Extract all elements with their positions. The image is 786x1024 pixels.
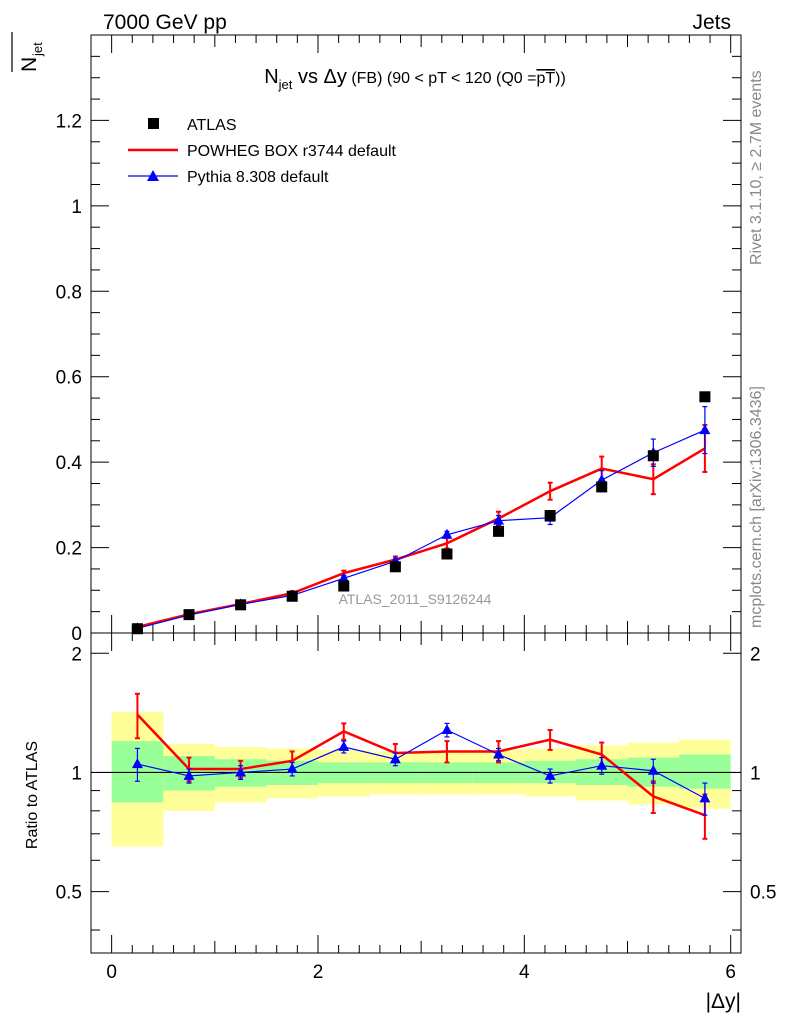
mcplots-label: mcplots.cern.ch [arXiv:1306.3436] [748, 386, 765, 628]
x-tick-label: 0 [106, 962, 117, 983]
legend-pythia-label: Pythia 8.308 default [187, 169, 329, 186]
main-ticks: 0 0.2 0.4 0.6 0.8 1 1.2 [56, 34, 741, 645]
atlas-point [441, 548, 453, 560]
main-panel: 0 0.2 0.4 0.6 0.8 1 1.2 Njet vs Δy (FB) (90 < … [11, 32, 742, 645]
x-tick-label: 2 [313, 962, 324, 983]
main-y-tick-label: 0.6 [56, 368, 82, 389]
energy-label: 7000 GeV pp [103, 11, 227, 34]
powheg-ratio-line [136, 713, 706, 817]
ratio-panel: 0 2 4 6 0.5 0.5 1 1 2 2 Ratio to ATLAS |Δy| [24, 632, 776, 1013]
atlas-point [235, 599, 247, 611]
pythia-ratio-line [137, 729, 706, 799]
legend-atlas-marker [148, 118, 159, 129]
pythia-ratio-point [131, 758, 143, 769]
atlas-point [699, 391, 711, 403]
x-axis-label: |Δy| [706, 990, 741, 1013]
atlas-point [493, 525, 505, 537]
legend-pythia-marker [147, 170, 159, 181]
ratio-y-label: Ratio to ATLAS [24, 741, 41, 849]
pythia-point [338, 572, 350, 583]
pythia-ratio-point [699, 792, 711, 803]
atlas-point [544, 510, 556, 522]
ratio-y-tick-label-right: 1 [750, 763, 761, 784]
ratio-y-tick-label-right: 0.5 [750, 883, 776, 904]
svg-text:N: N [18, 57, 41, 72]
pythia-ratio-point [286, 763, 298, 774]
ratio-ticks: 0 2 4 6 0.5 0.5 1 1 2 2 [56, 633, 776, 983]
atlas-point [647, 450, 659, 462]
pythia-ratio-point [596, 759, 608, 770]
x-tick-label: 6 [725, 962, 736, 983]
atlas-point [286, 590, 298, 602]
legend: ATLAS POWHEG BOX r3744 default Pythia 8.… [128, 117, 397, 186]
ratio-y-tick-label-right: 2 [750, 644, 761, 665]
pythia-ratio-point [493, 748, 505, 759]
atlas-point [338, 580, 350, 592]
atlas-point [389, 561, 401, 573]
x-tick-label: 4 [519, 962, 530, 983]
main-y-tick-label: 0.8 [56, 282, 82, 303]
pythia-ratio-point [647, 764, 659, 775]
main-y-tick-label: 1.2 [56, 111, 82, 132]
ratio-data-layer [131, 692, 711, 840]
main-y-tick-label: 1 [71, 197, 82, 218]
main-title: Njet vs Δy (FB) (90 < pT < 120 (Q0 =pT)) [264, 66, 566, 92]
analysis-watermark: ATLAS_2011_S9126244 [339, 591, 492, 607]
atlas-point [131, 623, 143, 635]
pythia-ratio-point [183, 769, 195, 780]
legend-powheg-label: POWHEG BOX r3744 default [187, 143, 397, 160]
svg-text:jet: jet [30, 42, 45, 57]
atlas-point [183, 609, 195, 621]
atlas-point [596, 481, 608, 493]
pythia-ratio-point [544, 769, 556, 780]
legend-atlas-label: ATLAS [187, 117, 237, 134]
ratio-y-tick-label: 2 [71, 644, 82, 665]
pythia-ratio-point [235, 766, 247, 777]
ratio-frame [90, 632, 742, 954]
ratio-y-tick-label: 0.5 [56, 883, 82, 904]
category-label: Jets [692, 11, 731, 34]
pythia-line [137, 429, 706, 629]
main-y-tick-label: 0.2 [56, 539, 82, 560]
main-y-label: N jet [11, 32, 45, 72]
main-y-tick-label: 0.4 [56, 453, 83, 474]
pythia-point [699, 424, 711, 435]
ratio-y-tick-label: 1 [71, 763, 82, 784]
pythia-ratio-point [338, 740, 350, 751]
main-data-layer [131, 391, 711, 635]
pythia-ratio-point [441, 724, 453, 735]
main-y-tick-label: 0 [71, 624, 82, 645]
pythia-point [441, 528, 453, 539]
pythia-point [493, 514, 505, 525]
pythia-ratio-point [389, 753, 401, 764]
rivet-version-label: Rivet 3.1.10, ≥ 2.7M events [748, 70, 765, 265]
